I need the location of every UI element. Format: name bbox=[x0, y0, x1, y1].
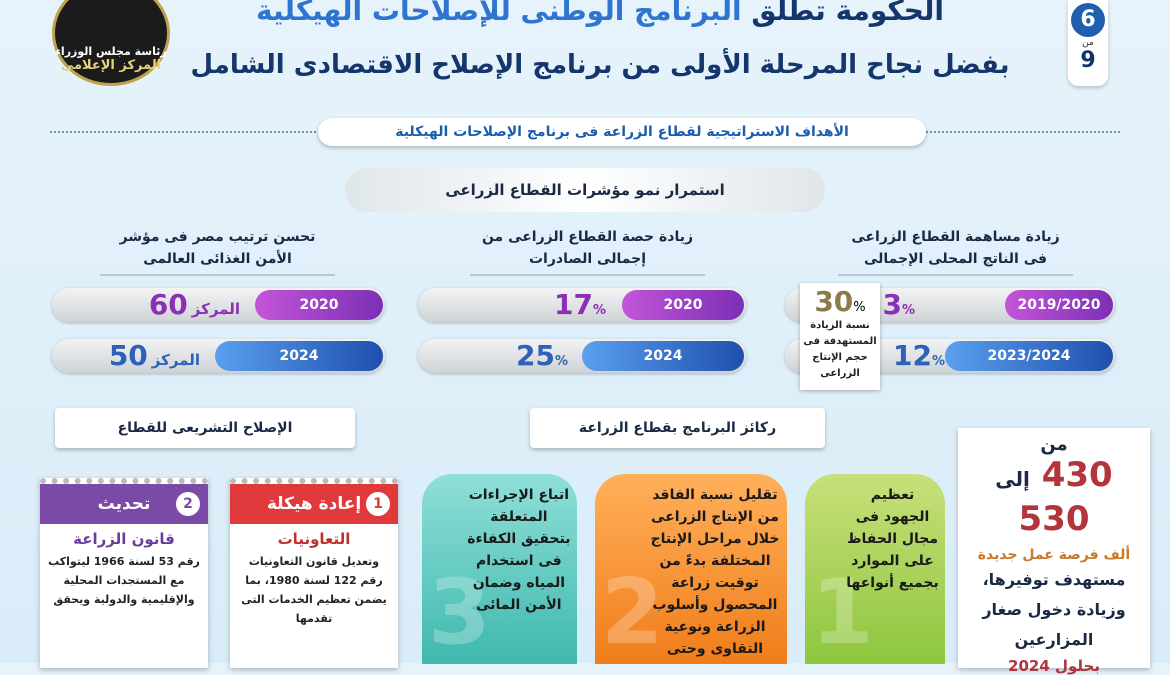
goal-heading: زيادة حصة القطاع الزراعى من إجمالى الصاد… bbox=[470, 226, 705, 276]
goal-unit: % bbox=[901, 303, 915, 318]
card-header: إعادة هيكلة 1 bbox=[230, 484, 398, 524]
note-value: 30 bbox=[814, 285, 854, 318]
jobs-range: 430 إلى 530 bbox=[958, 455, 1150, 539]
subtitle: بفضل نجاح المرحلة الأولى من برنامج الإصل… bbox=[190, 50, 1010, 80]
goal-heading: زيادة مساهمة القطاع الزراعى فى الناتج ال… bbox=[838, 226, 1073, 276]
goal-value: 25% bbox=[516, 339, 568, 379]
goal-row: 2020 17% bbox=[418, 288, 746, 322]
legislative-card: تحديث 2 قانون الزراعة رقم 53 لسنة 1966 ليتو… bbox=[40, 478, 208, 668]
goal-unit: % bbox=[554, 354, 568, 369]
card-title: إعادة هيكلة bbox=[266, 494, 362, 514]
logo: رئاسة مجلس الوزراء المركز الإعلامى bbox=[52, 0, 170, 86]
card-subject: قانون الزراعة bbox=[73, 530, 175, 548]
title-part: الحكومة تطلق bbox=[751, 0, 945, 27]
jobs-box: من 430 إلى 530 ألف فرصة عمل جديدة مستهدف… bbox=[958, 428, 1150, 675]
sub-banner: استمرار نمو مؤشرات القطاع الزراعى bbox=[345, 168, 825, 212]
goal-unit: المركز bbox=[151, 351, 200, 369]
logo-line: رئاسة مجلس الوزراء bbox=[55, 45, 167, 58]
jobs-from-label: من bbox=[1040, 434, 1068, 455]
goal-number: 25 bbox=[516, 339, 555, 372]
pillars-banner: ركائز البرنامج بقطاع الزراعة bbox=[530, 408, 825, 448]
page-badge: 6 من 9 bbox=[1068, 0, 1108, 86]
title-part: البرنامج الوطنى للإصلاحات الهيكلية bbox=[255, 0, 742, 27]
page-total: 9 bbox=[1080, 48, 1096, 73]
section-banner: الأهداف الاستراتيجية لقطاع الزراعة فى بر… bbox=[318, 118, 926, 146]
goal-value: المركز60 bbox=[149, 288, 240, 326]
period-pill: 2019/2020 bbox=[1005, 290, 1113, 320]
jobs-to: 530 bbox=[1018, 499, 1090, 539]
period-pill: 2020 bbox=[622, 290, 744, 320]
goal-number: 12 bbox=[893, 339, 932, 372]
note-text: نسبة الزيادة المستهدفة فى حجم الإنتاج ال… bbox=[803, 320, 877, 379]
period-pill: 2024 bbox=[582, 341, 744, 371]
goal-value: 12% bbox=[893, 339, 945, 379]
period-pill: 2023/2024 bbox=[945, 341, 1113, 371]
jobs-unit: ألف فرصة عمل جديدة bbox=[977, 547, 1131, 563]
goal-unit: % bbox=[931, 354, 945, 369]
card-number: 1 bbox=[366, 492, 390, 516]
legislative-banner: الإصلاح التشريعى للقطاع bbox=[55, 408, 355, 448]
goal-row: 2024 25% bbox=[418, 339, 746, 373]
period-pill: 2020 bbox=[255, 290, 383, 320]
goal-heading: تحسن ترتيب مصر فى مؤشر الأمن الغذائى الع… bbox=[100, 226, 335, 276]
jobs-to-label: إلى bbox=[995, 467, 1030, 491]
logo-line: المركز الإعلامى bbox=[60, 58, 162, 73]
legislative-card: إعادة هيكلة 1 التعاونيات وتعديل قانون التعا… bbox=[230, 478, 398, 668]
card-subject: التعاونيات bbox=[277, 530, 351, 548]
pillar-number: 1 bbox=[811, 560, 874, 664]
goal-value: 17% bbox=[554, 288, 606, 328]
card-header: تحديث 2 bbox=[40, 484, 208, 524]
card-title: تحديث bbox=[97, 494, 151, 514]
pillar-text: اتباع الإجراءات المتعلقة بتحقيق الكفاءة … bbox=[467, 487, 571, 613]
production-note: 30% نسبة الزيادة المستهدفة فى حجم الإنتا… bbox=[800, 283, 880, 390]
page-of: من bbox=[1082, 38, 1094, 48]
pillar: 1 تعظيم الجهود فى مجال الحفاظ على الموارد… bbox=[805, 474, 945, 664]
card-text: وتعديل قانون التعاونيات رقم 122 لسنة 198… bbox=[241, 555, 387, 625]
card-number: 2 bbox=[176, 492, 200, 516]
jobs-deadline: بحلول 2024 bbox=[1008, 657, 1100, 675]
pillar: 3 اتباع الإجراءات المتعلقة بتحقيق الكفاءة… bbox=[422, 474, 577, 664]
goal-row: 2020 المركز60 bbox=[52, 288, 385, 322]
pillar-text: تعظيم الجهود فى مجال الحفاظ على الموارد … bbox=[846, 487, 939, 591]
period-pill: 2024 bbox=[215, 341, 383, 371]
pillar: 2 تقليل نسبة الفاقد من الإنتاج الزراعى خل… bbox=[595, 474, 787, 664]
goal-row: 2024 المركز50 bbox=[52, 339, 385, 373]
pillar-text: تقليل نسبة الفاقد من الإنتاج الزراعى خلا… bbox=[650, 487, 780, 657]
jobs-text: مستهدف توفيرها، وزيادة دخول صغار المزارع… bbox=[982, 570, 1126, 649]
goal-number: 50 bbox=[108, 339, 148, 372]
goal-number: 60 bbox=[148, 288, 188, 321]
goal-value: المركز50 bbox=[109, 339, 200, 377]
title: الحكومة تطلق البرنامج الوطنى للإصلاحات ا… bbox=[175, 0, 1025, 27]
card-text: رقم 53 لسنة 1966 ليتواكب مع المستجدات ال… bbox=[48, 555, 200, 606]
note-unit: % bbox=[853, 300, 866, 315]
page-number: 6 bbox=[1071, 3, 1105, 37]
goal-unit: المركز bbox=[191, 300, 240, 318]
jobs-from: 430 bbox=[1041, 455, 1113, 495]
goal-unit: % bbox=[592, 303, 606, 318]
goal-number: 17 bbox=[554, 288, 593, 321]
